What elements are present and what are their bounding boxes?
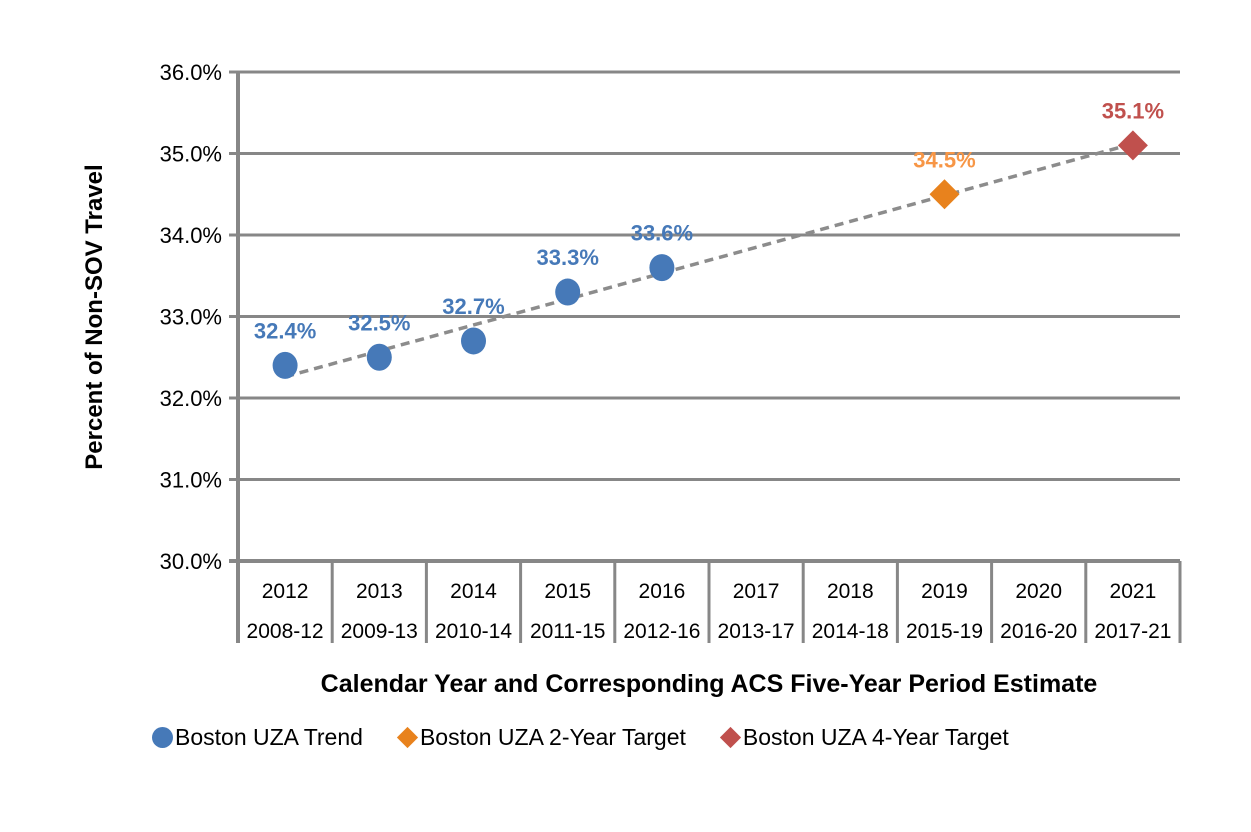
y-tick-label: 32.0% [160, 386, 222, 411]
data-label: 35.1% [1102, 98, 1164, 123]
legend-label-trend: Boston UZA Trend [175, 723, 363, 750]
x-tick-year: 2019 [921, 580, 968, 603]
x-tick-year: 2015 [544, 580, 591, 603]
y-tick-label: 31.0% [160, 468, 222, 493]
x-tick-acs-period: 2012-16 [623, 620, 700, 643]
legend-item-2yr-target: Boston UZA 2-Year Target [396, 723, 686, 751]
y-tick-label: 33.0% [160, 305, 222, 330]
data-label: 32.7% [442, 294, 504, 319]
y-tick-label: 35.0% [160, 142, 222, 167]
x-tick-acs-period: 2013-17 [718, 620, 795, 643]
marker-circle [649, 254, 675, 282]
x-tick-acs-period: 2014-18 [812, 620, 889, 643]
y-tick-label: 34.0% [160, 223, 222, 248]
x-tick-year: 2013 [356, 580, 403, 603]
x-tick-year: 2018 [827, 580, 874, 603]
legend-item-trend: Boston UZA Trend [152, 724, 363, 751]
x-tick-year: 2021 [1110, 580, 1157, 603]
data-label: 34.5% [913, 147, 975, 172]
x-tick-year: 2017 [733, 580, 780, 603]
legend: Boston UZA Trend Boston UZA 2-Year Targe… [152, 721, 1009, 753]
data-label: 33.6% [631, 221, 693, 246]
x-tick-acs-period: 2017-21 [1094, 620, 1171, 643]
legend-item-4yr-target: Boston UZA 4-Year Target [719, 723, 1009, 751]
y-tick-label: 36.0% [160, 60, 222, 85]
x-tick-acs-period: 2011-15 [530, 620, 606, 643]
data-label: 32.5% [348, 310, 410, 335]
x-tick-acs-period: 2015-19 [906, 620, 983, 643]
x-tick-acs-period: 2010-14 [435, 620, 512, 643]
legend-diamond-icon [719, 726, 741, 748]
x-tick-year: 2012 [262, 580, 309, 603]
marker-circle [272, 351, 298, 379]
x-axis-title: Calendar Year and Corresponding ACS Five… [320, 670, 1098, 698]
marker-circle [461, 327, 486, 355]
legend-diamond-icon [396, 726, 419, 748]
legend-label-2yr-target: Boston UZA 2-Year Target [419, 723, 686, 750]
marker-circle [555, 278, 581, 306]
x-tick-year: 2016 [639, 580, 686, 603]
data-label: 32.4% [254, 318, 316, 343]
x-tick-acs-period: 2009-13 [341, 620, 418, 643]
data-label: 33.3% [537, 245, 599, 270]
trendline [284, 142, 1134, 379]
marker-circle [366, 343, 392, 371]
marker-diamond [929, 179, 960, 210]
x-tick-acs-period: 2008-12 [247, 620, 324, 643]
marker-diamond [1117, 130, 1148, 161]
y-tick-label: 30.0% [160, 549, 222, 574]
legend-label-4yr-target: Boston UZA 4-Year Target [742, 723, 1009, 750]
x-tick-acs-period: 2016-20 [1000, 620, 1077, 643]
x-tick-year: 2014 [450, 580, 497, 603]
legend-circle-icon [152, 726, 173, 748]
x-tick-year: 2020 [1015, 580, 1062, 603]
